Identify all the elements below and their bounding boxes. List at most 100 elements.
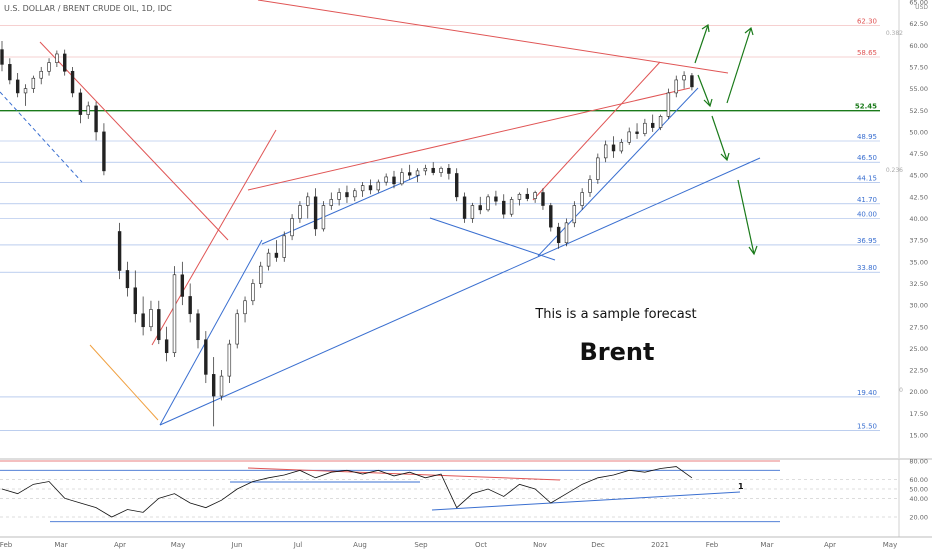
- osc-tick-4: 20.00: [909, 514, 928, 522]
- red-resistance-line-top: [257, 0, 729, 74]
- candle-body-64: [509, 199, 514, 215]
- x-label-5: Jul: [293, 541, 303, 549]
- candle-body-51: [407, 172, 412, 176]
- price-tick-14: 30.00: [909, 302, 928, 310]
- candle-body-7: [55, 53, 59, 63]
- candle-body-29: [235, 313, 239, 345]
- orange-decline-line: [89, 344, 159, 421]
- candle-body-84: [666, 92, 671, 117]
- candle-body-76: [603, 144, 608, 159]
- level-label-2: 52.45: [855, 103, 877, 111]
- candle-body-25: [204, 339, 208, 375]
- candle-body-79: [627, 131, 631, 143]
- x-label-2: Apr: [114, 541, 126, 549]
- candle-body-86: [682, 75, 686, 81]
- candle-body-82: [651, 122, 655, 128]
- time-axis[interactable]: Feb Mar Apr May Jun Jul Aug Sep Oct Nov Dec 2021 Feb…: [0, 536, 932, 549]
- candle-body-71: [564, 222, 569, 244]
- fib-label-0: 0.382: [886, 30, 903, 37]
- candle-body-74: [588, 179, 592, 193]
- price-tick-17: 22.50: [909, 367, 928, 375]
- red-wedge-top: [247, 87, 691, 191]
- candle-body-59: [470, 205, 475, 219]
- price-tick-13: 32.50: [909, 280, 928, 288]
- level-label-6: 41.70: [857, 196, 877, 204]
- price-tick-19: 17.50: [909, 410, 928, 418]
- candle-body-46: [368, 185, 373, 191]
- red-channel-rise: [151, 129, 277, 346]
- candle-body-37: [298, 205, 302, 219]
- candle-body-61: [486, 196, 490, 211]
- candle-body-38: [306, 196, 310, 206]
- level-label-7: 40.00: [857, 211, 877, 219]
- candle-body-8: [63, 53, 67, 72]
- price-axis[interactable]: 65.00 62.50 60.00 57.50 55.00 52.50 50.00 47.50…: [898, 0, 928, 458]
- candle-body-3: [23, 88, 28, 94]
- price-tick-12: 35.00: [909, 258, 928, 266]
- price-tick-16: 25.00: [909, 345, 928, 353]
- candle-body-26: [211, 374, 216, 397]
- level-label-5: 44.15: [857, 175, 877, 183]
- forecast-arrow-down-1-head: [703, 98, 713, 108]
- level-label-9: 33.80: [857, 264, 877, 272]
- price-tick-3: 57.50: [909, 63, 928, 71]
- candle-body-41: [329, 199, 333, 206]
- candle-body-55: [439, 167, 443, 173]
- candle-body-70: [556, 226, 561, 244]
- price-tick-7: 47.50: [909, 150, 928, 158]
- x-label-10: Dec: [591, 541, 605, 549]
- forecast-arrow-down-1: [697, 74, 711, 107]
- forecast-arrow-down-2: [711, 115, 728, 161]
- candle-body-53: [423, 167, 428, 172]
- candle-body-60: [478, 205, 482, 211]
- trend-lines: [0, 0, 761, 426]
- candle-body-12: [94, 105, 98, 133]
- candle-body-18: [149, 309, 153, 328]
- candle-body-11: [86, 105, 90, 115]
- candle-body-16: [133, 287, 137, 315]
- blue-long-support: [159, 157, 761, 426]
- forecast-arrow-up-2: [726, 27, 752, 104]
- price-candles: [0, 40, 694, 427]
- level-label-1: 58.65: [857, 49, 877, 57]
- candle-body-20: [164, 339, 169, 354]
- candle-body-42: [337, 192, 341, 200]
- candle-body-69: [549, 205, 553, 228]
- candle-body-21: [172, 274, 177, 354]
- forecast-arrow-up-2-head: [744, 26, 754, 36]
- candle-body-44: [353, 190, 357, 198]
- price-tick-18: 20.00: [909, 388, 928, 396]
- osc-tick-1: 60.00: [909, 476, 928, 484]
- candle-body-58: [462, 196, 467, 219]
- candle-body-56: [447, 167, 451, 174]
- level-labels: 62.30 58.65 52.45 48.95 46.50 44.15 41.70 40.00…: [855, 17, 877, 430]
- x-label-8: Oct: [475, 541, 487, 549]
- forecast-arrow-up-1-head: [701, 23, 710, 33]
- candle-body-68: [541, 192, 545, 206]
- candle-body-54: [431, 167, 435, 173]
- candle-body-39: [313, 196, 318, 230]
- price-tick-11: 37.50: [909, 237, 928, 245]
- candle-body-50: [400, 172, 404, 185]
- price-tick-8: 45.00: [909, 172, 928, 180]
- x-label-4: Jun: [231, 541, 243, 549]
- price-tick-0: 65.00: [909, 0, 928, 7]
- candle-body-34: [274, 252, 279, 258]
- red-late-rise: [532, 61, 661, 201]
- level-label-0: 62.30: [857, 17, 877, 25]
- osc-tick-0: 80.00: [909, 458, 928, 466]
- x-label-14: Apr: [824, 541, 836, 549]
- candle-body-65: [517, 193, 522, 200]
- price-tick-1: 62.50: [909, 20, 928, 28]
- candle-body-66: [525, 193, 529, 199]
- candle-body-47: [376, 181, 381, 191]
- price-tick-2: 60.00: [909, 42, 928, 50]
- candle-body-43: [345, 192, 349, 198]
- forecast-note: This is a sample forecast: [534, 307, 696, 322]
- osc-tick-3: 40.00: [909, 495, 928, 503]
- forecast-arrow-up-1: [694, 24, 709, 64]
- candle-body-0: [0, 49, 4, 65]
- candle-body-28: [227, 343, 232, 377]
